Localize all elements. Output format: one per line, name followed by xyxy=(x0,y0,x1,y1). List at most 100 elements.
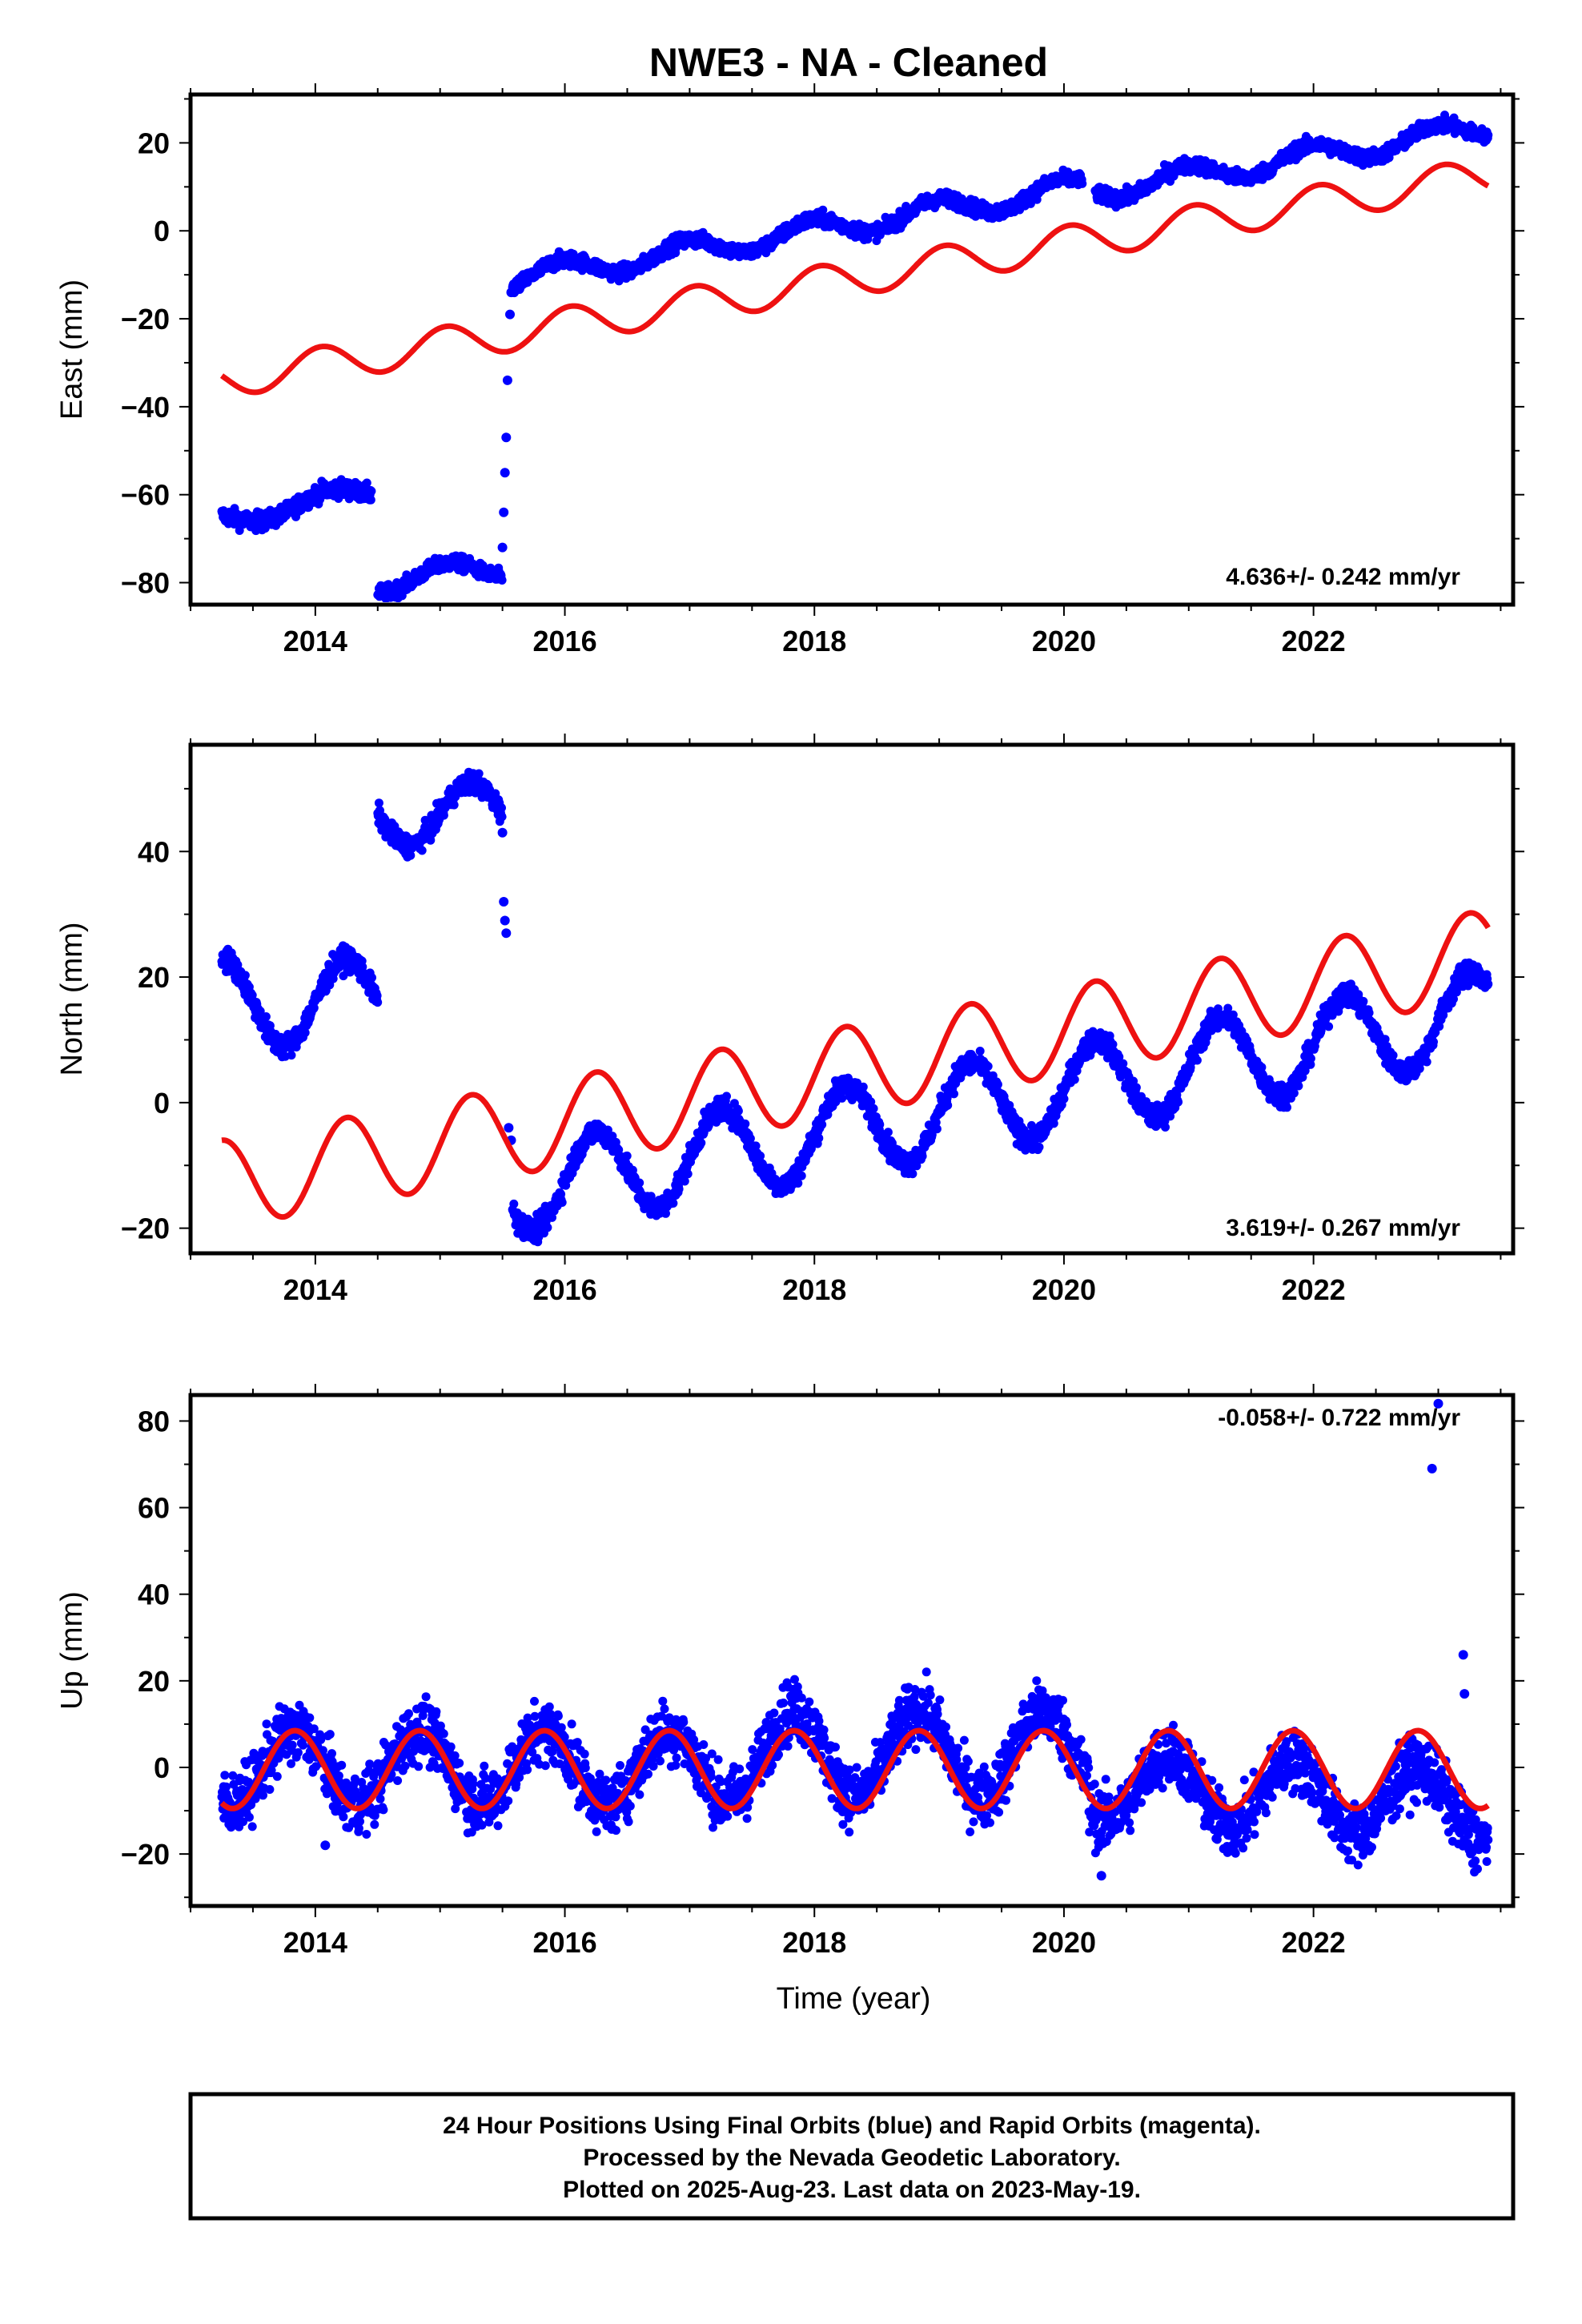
data-point xyxy=(362,478,371,488)
data-point xyxy=(797,1171,806,1180)
x-tick-label: 2020 xyxy=(1032,625,1096,657)
data-points xyxy=(217,111,1493,602)
y-axis-label: East (mm) xyxy=(55,279,89,420)
data-point xyxy=(1078,179,1087,188)
data-point xyxy=(374,798,383,808)
data-point xyxy=(1114,1052,1124,1062)
data-point xyxy=(287,1051,296,1060)
data-point xyxy=(439,810,448,820)
plot-area xyxy=(217,767,1493,1247)
data-point xyxy=(548,1212,556,1222)
data-point xyxy=(499,507,509,517)
data-point xyxy=(1049,1119,1058,1128)
x-tick-label: 2018 xyxy=(782,625,846,657)
data-point xyxy=(814,1133,824,1143)
data-point xyxy=(697,1138,706,1148)
data-point xyxy=(793,1179,803,1188)
data-point xyxy=(683,1169,693,1179)
data-point xyxy=(497,576,507,585)
data-point xyxy=(622,1151,632,1160)
data-point xyxy=(406,850,416,860)
data-point xyxy=(505,309,515,320)
data-point xyxy=(261,1012,271,1021)
data-point xyxy=(366,495,375,505)
data-point xyxy=(557,1198,567,1207)
y-tick-label: −20 xyxy=(121,303,170,336)
x-tick-label: 2018 xyxy=(782,1273,846,1306)
data-point xyxy=(932,1124,942,1134)
rate-label: 4.636+/- 0.242 mm/yr xyxy=(1226,564,1460,590)
data-point xyxy=(373,998,383,1007)
data-point xyxy=(1034,1142,1044,1152)
data-point xyxy=(983,1062,993,1071)
data-point xyxy=(233,960,243,970)
data-point xyxy=(635,1178,644,1188)
data-point xyxy=(506,287,516,298)
data-point xyxy=(751,1141,761,1151)
data-point xyxy=(497,812,507,822)
data-point xyxy=(818,205,828,215)
data-point xyxy=(1484,131,1493,140)
y-tick-label: 40 xyxy=(138,835,170,868)
y-tick-label: −60 xyxy=(121,479,170,512)
data-point xyxy=(817,1120,827,1129)
data-point xyxy=(420,815,430,825)
x-tick-label: 2020 xyxy=(1032,1273,1096,1306)
data-point xyxy=(883,1128,893,1137)
plot-area xyxy=(217,111,1493,602)
data-point xyxy=(993,1080,1002,1089)
data-point xyxy=(509,1199,519,1208)
data-point xyxy=(908,1169,917,1179)
x-tick-label: 2022 xyxy=(1282,1273,1346,1306)
data-point xyxy=(875,1120,885,1129)
y-tick-label: −40 xyxy=(121,391,170,424)
y-tick-label: 0 xyxy=(154,1087,170,1120)
data-point xyxy=(1108,1039,1118,1049)
y-tick-label: −80 xyxy=(121,567,170,600)
data-point xyxy=(674,1184,684,1194)
data-point xyxy=(745,1134,755,1144)
x-tick-label: 2016 xyxy=(533,1273,597,1306)
data-point xyxy=(733,1106,743,1116)
data-point xyxy=(502,375,512,385)
model-curve xyxy=(219,161,1490,396)
data-point xyxy=(367,486,376,496)
data-point xyxy=(497,542,508,553)
x-tick-label: 2014 xyxy=(283,625,347,657)
data-point xyxy=(255,1007,265,1016)
y-tick-label: 20 xyxy=(138,961,170,994)
data-point xyxy=(449,800,459,810)
data-point xyxy=(661,1208,670,1218)
data-point xyxy=(741,1119,750,1128)
x-tick-label: 2022 xyxy=(1282,625,1346,657)
data-point xyxy=(474,769,484,778)
data-point xyxy=(869,1104,878,1113)
plot-frame xyxy=(188,92,1516,607)
data-point xyxy=(1118,1059,1128,1068)
y-tick-label: 0 xyxy=(154,215,170,247)
east-panel: 2014 2016 2018 2020 2022−80−60−40−20020East … xyxy=(55,83,1524,657)
data-point xyxy=(426,835,436,845)
data-point xyxy=(417,846,427,855)
data-point xyxy=(1070,1075,1079,1084)
data-points xyxy=(217,767,1493,1247)
plot-frame xyxy=(188,742,1516,1256)
data-point xyxy=(917,1152,927,1161)
data-point xyxy=(1059,1094,1069,1104)
figure-title: NWE3 - NA - Cleaned xyxy=(649,40,1048,85)
y-tick-label: −20 xyxy=(121,1212,170,1245)
data-point xyxy=(866,1097,876,1107)
data-point xyxy=(543,1223,552,1232)
data-point xyxy=(669,1199,678,1208)
data-point xyxy=(680,1176,689,1186)
data-point xyxy=(300,1028,310,1037)
data-point xyxy=(858,1082,868,1092)
data-point xyxy=(240,971,250,980)
data-point xyxy=(372,991,382,1000)
x-tick-label: 2016 xyxy=(533,625,597,657)
data-point xyxy=(975,1047,985,1055)
data-point xyxy=(501,432,512,443)
data-point xyxy=(722,1092,731,1101)
data-point xyxy=(1026,199,1035,208)
